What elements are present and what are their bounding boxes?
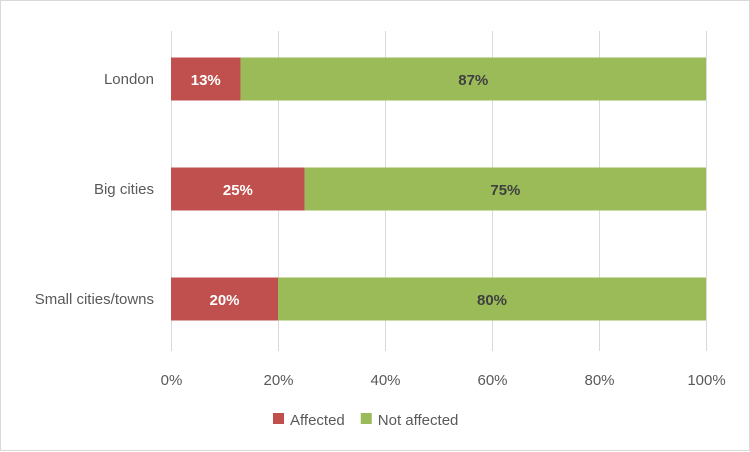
legend-swatch xyxy=(360,413,372,424)
data-label: 75% xyxy=(490,182,520,199)
data-label: 20% xyxy=(209,292,239,309)
data-label: 80% xyxy=(477,292,507,309)
data-label: 25% xyxy=(223,182,253,199)
bar-segment-affected xyxy=(171,57,241,101)
legend-swatch xyxy=(273,413,284,424)
x-tick-label: 0% xyxy=(161,372,183,389)
bar-segment-not-affected xyxy=(278,277,706,321)
bar-segment-not-affected xyxy=(240,57,707,101)
bar-segment-affected xyxy=(171,167,305,211)
x-tick-label: 40% xyxy=(370,372,400,389)
data-label: 13% xyxy=(191,72,221,89)
x-tick-label: 20% xyxy=(263,372,293,389)
x-tick-label: 100% xyxy=(687,372,725,389)
data-label: 87% xyxy=(458,72,488,89)
bar-segment-affected xyxy=(171,277,278,321)
x-tick-label: 60% xyxy=(477,372,507,389)
legend-label: Affected xyxy=(290,412,345,429)
x-tick-label: 80% xyxy=(584,372,614,389)
category-label: Small cities/towns xyxy=(35,291,154,308)
category-label: Big cities xyxy=(94,181,154,198)
legend-label: Not affected xyxy=(378,412,459,429)
bar-segment-not-affected xyxy=(304,167,706,211)
category-label: London xyxy=(104,71,154,88)
